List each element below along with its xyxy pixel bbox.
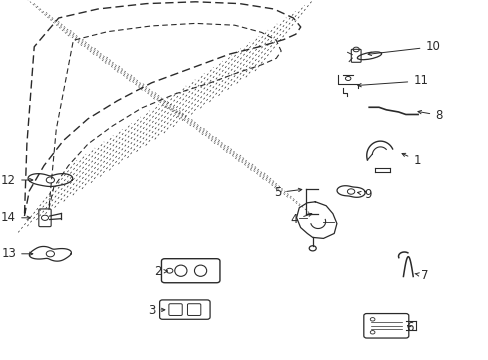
Text: 4: 4 [290,213,311,226]
Text: 9: 9 [357,188,371,201]
Text: 14: 14 [1,211,30,224]
Text: 8: 8 [417,109,442,122]
Text: 13: 13 [1,247,33,260]
Text: 1: 1 [401,153,420,167]
Text: 6: 6 [405,321,412,334]
Text: 5: 5 [273,186,301,199]
Text: 12: 12 [1,174,33,186]
Text: 7: 7 [414,269,427,282]
Text: 2: 2 [154,265,167,278]
Text: 11: 11 [357,75,427,87]
Text: 3: 3 [148,304,164,317]
Text: 10: 10 [367,40,439,55]
